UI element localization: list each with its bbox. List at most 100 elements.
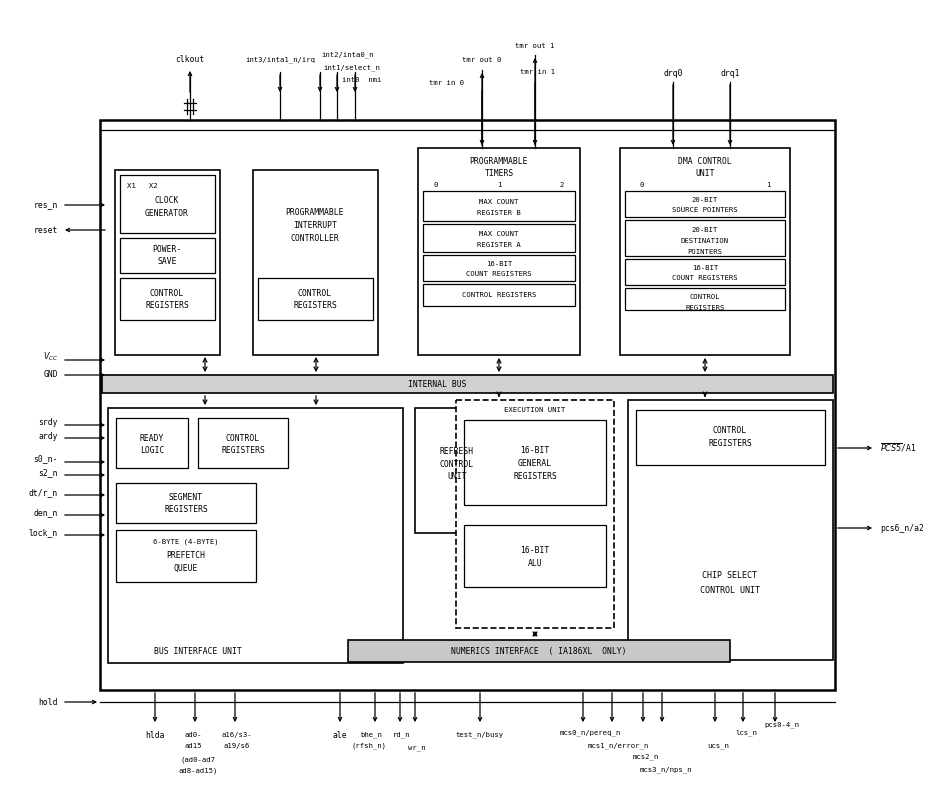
- Text: s2_n: s2_n: [38, 469, 58, 477]
- Text: 6-BYTE (4-BYTE): 6-BYTE (4-BYTE): [153, 539, 219, 545]
- Text: SEGMENT: SEGMENT: [169, 493, 203, 502]
- Text: 16-BIT: 16-BIT: [521, 546, 550, 555]
- Text: CONTROL: CONTROL: [713, 426, 747, 435]
- Text: PROGRAMMABLE: PROGRAMMABLE: [285, 208, 344, 217]
- Text: REGISTER B: REGISTER B: [477, 210, 521, 216]
- Text: tmr in 1: tmr in 1: [521, 69, 555, 75]
- Text: LOGIC: LOGIC: [140, 445, 164, 455]
- Text: int2/inta0_n: int2/inta0_n: [322, 52, 374, 58]
- Bar: [423, 191, 575, 221]
- Text: bhe_n: bhe_n: [360, 732, 382, 738]
- Text: PROGRAMMABLE: PROGRAMMABLE: [469, 156, 528, 166]
- Text: int1/select_n: int1/select_n: [324, 64, 381, 72]
- Text: srdy: srdy: [38, 418, 58, 427]
- Text: EXECUTION UNIT: EXECUTION UNIT: [505, 407, 565, 413]
- Bar: [636, 410, 825, 465]
- Bar: [116, 530, 256, 582]
- Text: REGISTERS: REGISTERS: [293, 300, 337, 309]
- Text: drq0: drq0: [663, 69, 683, 79]
- Bar: [625, 191, 785, 217]
- Bar: [108, 408, 403, 663]
- Text: (rfsh_n): (rfsh_n): [352, 743, 386, 749]
- Text: ale: ale: [333, 730, 347, 740]
- Text: a19/s6: a19/s6: [224, 743, 250, 749]
- Text: REGISTERS: REGISTERS: [686, 305, 725, 311]
- Text: tmr out 0: tmr out 0: [463, 57, 502, 63]
- Text: READY: READY: [140, 434, 164, 443]
- Text: 1: 1: [766, 182, 770, 188]
- Text: GENERAL: GENERAL: [518, 459, 552, 468]
- Bar: [464, 525, 606, 587]
- Text: REGISTER A: REGISTER A: [477, 242, 521, 248]
- Text: ad0-: ad0-: [184, 732, 202, 738]
- Text: tmr in 0: tmr in 0: [429, 80, 464, 86]
- Text: X1   X2: X1 X2: [127, 183, 158, 189]
- Bar: [253, 170, 378, 355]
- Bar: [423, 224, 575, 252]
- Text: DESTINATION: DESTINATION: [681, 238, 729, 244]
- Text: REGISTERS: REGISTERS: [145, 300, 189, 309]
- Text: MAX COUNT: MAX COUNT: [480, 199, 519, 205]
- Text: mcs2_n: mcs2_n: [633, 753, 659, 760]
- Text: test_n/busy: test_n/busy: [456, 732, 504, 738]
- Text: pcs0-4_n: pcs0-4_n: [764, 721, 800, 729]
- Text: CONTROLLER: CONTROLLER: [290, 233, 340, 242]
- Bar: [625, 259, 785, 285]
- Text: CONTROL: CONTROL: [689, 294, 720, 300]
- Text: INTERRUPT: INTERRUPT: [293, 221, 337, 229]
- Text: REGISTERS: REGISTERS: [164, 505, 208, 514]
- Text: 20-BIT: 20-BIT: [692, 227, 718, 233]
- Text: NUMERICS INTERFACE  ( IA186XL  ONLY): NUMERICS INTERFACE ( IA186XL ONLY): [452, 646, 627, 655]
- Text: INTERNAL BUS: INTERNAL BUS: [408, 379, 466, 389]
- Bar: [120, 278, 215, 320]
- Bar: [625, 220, 785, 256]
- Bar: [628, 400, 833, 660]
- Text: res_n: res_n: [34, 200, 58, 209]
- Text: COUNT REGISTERS: COUNT REGISTERS: [672, 275, 738, 281]
- Text: PREFETCH: PREFETCH: [166, 551, 205, 559]
- Bar: [464, 420, 606, 505]
- Text: CONTROL: CONTROL: [150, 288, 184, 298]
- Text: ad8-ad15): ad8-ad15): [178, 768, 217, 774]
- Text: ALU: ALU: [528, 559, 542, 568]
- Text: ucs_n: ucs_n: [707, 743, 729, 749]
- Bar: [116, 483, 256, 523]
- Text: 16-BIT: 16-BIT: [692, 265, 718, 271]
- Text: lock_n: lock_n: [29, 529, 58, 538]
- Text: CONTROL: CONTROL: [440, 460, 474, 469]
- Text: CONTROL UNIT: CONTROL UNIT: [700, 585, 760, 595]
- Text: mcs0_n/pereq_n: mcs0_n/pereq_n: [560, 729, 620, 737]
- Bar: [625, 288, 785, 310]
- Text: $V_{CC}$: $V_{CC}$: [43, 351, 58, 363]
- Text: den_n: den_n: [34, 509, 58, 518]
- Text: UNIT: UNIT: [447, 472, 466, 481]
- Text: reset: reset: [34, 225, 58, 234]
- Text: DMA CONTROL: DMA CONTROL: [678, 156, 731, 166]
- Bar: [456, 400, 614, 628]
- Text: rd_n: rd_n: [393, 732, 411, 738]
- Bar: [120, 238, 215, 273]
- Bar: [198, 418, 288, 468]
- Text: mcs1_n/error_n: mcs1_n/error_n: [588, 743, 648, 749]
- Text: a16/s3-: a16/s3-: [222, 732, 252, 738]
- Text: 16-BIT: 16-BIT: [486, 261, 512, 267]
- Bar: [348, 640, 730, 662]
- Text: int3/inta1_n/irq: int3/inta1_n/irq: [245, 56, 315, 64]
- Text: SOURCE POINTERS: SOURCE POINTERS: [672, 207, 738, 213]
- Text: CHIP SELECT: CHIP SELECT: [703, 571, 758, 580]
- Text: mcs3_n/nps_n: mcs3_n/nps_n: [640, 766, 692, 774]
- Text: clkout: clkout: [175, 56, 204, 64]
- Text: REFRESH: REFRESH: [440, 447, 474, 456]
- Text: tmr out 1: tmr out 1: [515, 43, 555, 49]
- Text: MAX COUNT: MAX COUNT: [480, 231, 519, 237]
- Text: CONTROL: CONTROL: [298, 288, 332, 298]
- Text: 16-BIT: 16-BIT: [521, 445, 550, 455]
- Text: drq1: drq1: [720, 69, 740, 79]
- Bar: [258, 278, 373, 320]
- Text: REGISTERS: REGISTERS: [221, 445, 265, 455]
- Text: $\overline{PCS5}$/A1: $\overline{PCS5}$/A1: [880, 441, 916, 455]
- Text: QUEUE: QUEUE: [174, 564, 198, 572]
- Text: POWER-: POWER-: [152, 245, 182, 254]
- Text: COUNT REGISTERS: COUNT REGISTERS: [466, 271, 532, 277]
- Text: GND: GND: [43, 369, 58, 378]
